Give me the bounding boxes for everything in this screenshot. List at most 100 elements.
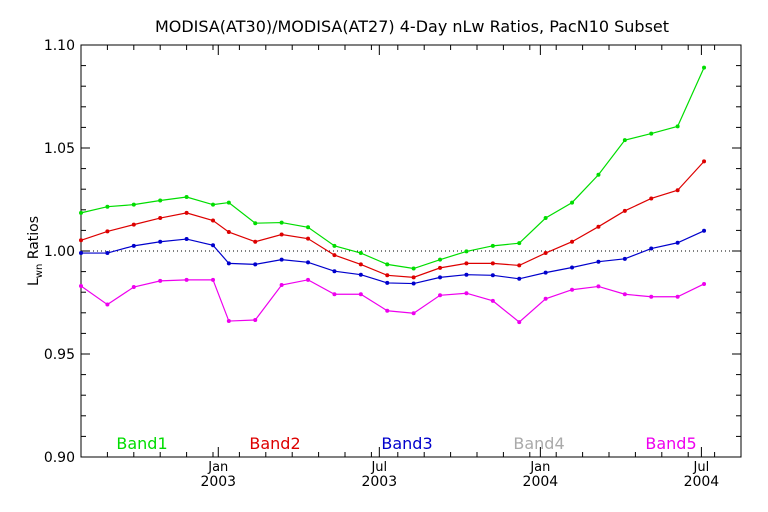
data-point-band3	[649, 246, 654, 251]
x-tick-label-month: Jan	[529, 460, 550, 475]
svg-text:Lwn Ratios: Lwn Ratios	[26, 216, 45, 286]
data-point-band5	[385, 308, 390, 313]
legend-entry-band1: Band1	[116, 434, 167, 453]
y-axis: 0.90 0.95 1.00 1.05 1.10	[44, 38, 741, 466]
y-axis-label-rest: Ratios	[26, 216, 42, 264]
data-point-band1	[490, 243, 495, 248]
data-point-band2	[675, 188, 680, 193]
data-point-band5	[184, 277, 189, 282]
data-point-band5	[517, 320, 522, 325]
data-point-band3	[211, 243, 215, 248]
data-point-band1	[543, 216, 548, 221]
data-point-band5	[226, 319, 231, 324]
data-point-band1	[79, 210, 83, 215]
data-point-band2	[543, 251, 548, 256]
data-point-band2	[184, 210, 189, 215]
data-point-band5	[105, 302, 110, 307]
data-point-band3	[702, 228, 707, 233]
data-point-band5	[675, 294, 680, 299]
data-point-band3	[622, 256, 627, 261]
data-point-band2	[702, 159, 707, 164]
data-point-band2	[79, 238, 83, 243]
data-point-band1	[279, 220, 284, 225]
data-point-band2	[385, 273, 390, 278]
data-point-band3	[105, 251, 110, 256]
data-point-band5	[332, 292, 337, 297]
data-point-band2	[517, 263, 522, 268]
data-point-band3	[543, 270, 548, 275]
data-point-band2	[596, 224, 601, 229]
data-point-band2	[158, 216, 163, 221]
data-point-band3	[464, 272, 469, 277]
data-point-band2	[253, 239, 258, 244]
data-point-band5	[622, 292, 627, 297]
y-axis-label-subscript: wn	[34, 264, 45, 279]
data-point-band5	[411, 311, 416, 316]
data-point-band5	[79, 284, 83, 289]
data-point-band1	[358, 251, 363, 256]
data-point-band5	[649, 294, 654, 299]
y-axis-label: Lwn Ratios	[26, 216, 45, 286]
data-point-band2	[211, 218, 215, 223]
data-point-band2	[490, 261, 495, 266]
y-tick-label: 0.90	[44, 450, 75, 466]
data-point-band2	[226, 230, 231, 235]
data-point-band1	[332, 243, 337, 248]
data-point-band3	[184, 237, 189, 242]
data-point-band5	[570, 287, 575, 292]
legend: Band1 Band2 Band3 Band4 Band5	[116, 434, 696, 453]
data-point-band1	[596, 172, 601, 177]
data-point-band1	[649, 131, 654, 136]
data-point-band3	[517, 276, 522, 281]
data-point-band1	[438, 257, 443, 262]
data-point-band3	[332, 269, 337, 274]
data-point-band1	[211, 202, 215, 207]
y-tick-label: 1.00	[44, 244, 75, 260]
data-point-band3	[675, 240, 680, 245]
data-point-band1	[306, 225, 311, 230]
data-point-band2	[279, 232, 284, 237]
x-tick-label-month: Jul	[370, 460, 387, 475]
legend-entry-band4: Band4	[513, 434, 564, 453]
data-point-band5	[702, 281, 707, 286]
data-point-band1	[253, 221, 258, 226]
data-point-band3	[279, 257, 284, 262]
data-point-band3	[438, 275, 443, 280]
data-point-band1	[158, 198, 163, 203]
data-point-band1	[517, 241, 522, 246]
series-line-band5	[80, 279, 705, 323]
y-tick-label: 0.95	[44, 347, 75, 363]
data-point-band2	[411, 275, 416, 280]
data-point-band2	[438, 265, 443, 270]
y-tick-label: 1.05	[44, 141, 75, 157]
data-point-band5	[596, 284, 601, 289]
data-point-band2	[131, 222, 136, 227]
data-point-band2	[332, 253, 337, 258]
x-tick-label-year: 2003	[361, 474, 397, 490]
data-point-band1	[411, 266, 416, 271]
data-point-band3	[253, 262, 258, 267]
x-tick-label-year: 2004	[684, 474, 720, 490]
data-point-band5	[358, 292, 363, 297]
y-axis-label-main: L	[26, 278, 42, 286]
data-point-band1	[675, 124, 680, 129]
data-point-band3	[596, 259, 601, 264]
data-point-band1	[464, 249, 469, 254]
data-point-band5	[211, 277, 215, 282]
data-point-band5	[306, 277, 311, 282]
data-point-band1	[184, 195, 189, 200]
chart-title: MODISA(AT30)/MODISA(AT27) 4-Day nLw Rati…	[155, 17, 669, 36]
data-point-band1	[622, 138, 627, 143]
data-point-band2	[464, 261, 469, 266]
data-point-band5	[438, 293, 443, 298]
series-line-band1	[80, 67, 705, 270]
x-tick-label-year: 2004	[523, 474, 559, 490]
data-point-band3	[306, 260, 311, 265]
data-point-band3	[131, 243, 136, 248]
data-point-band3	[490, 273, 495, 278]
y-tick-label: 1.10	[44, 38, 75, 54]
data-point-band3	[158, 239, 163, 244]
legend-entry-band3: Band3	[381, 434, 432, 453]
data-point-band5	[543, 296, 548, 301]
